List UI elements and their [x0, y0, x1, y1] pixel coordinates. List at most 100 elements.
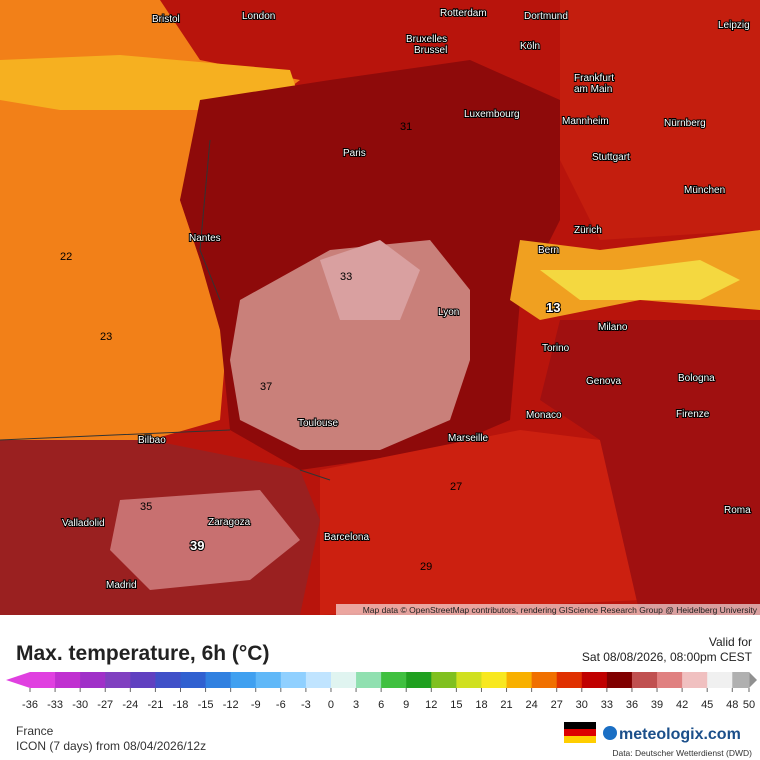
- city-label: am Main: [574, 84, 612, 95]
- city-label: Zaragoza: [208, 517, 251, 528]
- legend-tick-label: -12: [223, 699, 239, 711]
- legend-tick-label: -30: [72, 699, 88, 711]
- city-label: Frankfurt: [574, 73, 614, 84]
- city-label: München: [684, 185, 725, 196]
- map-value: 39: [190, 538, 204, 553]
- legend-tick-label: -3: [301, 699, 311, 711]
- logo-icon: [603, 726, 617, 740]
- legend-tick-label: -36: [22, 699, 38, 711]
- city-label: Barcelona: [324, 532, 369, 543]
- attribution: Map data © OpenStreetMap contributors, r…: [363, 605, 758, 615]
- city-label: Rotterdam: [440, 8, 487, 19]
- legend-tick-label: 18: [475, 699, 487, 711]
- legend-tick-label: -9: [251, 699, 261, 711]
- legend-tick-label: 6: [378, 699, 384, 711]
- legend-tick-label: 27: [551, 699, 563, 711]
- valid-label: Valid for: [709, 635, 752, 649]
- city-label: London: [242, 11, 275, 22]
- legend-tick-label: -24: [122, 699, 138, 711]
- map-value: 22: [60, 251, 72, 263]
- city-label: Zürich: [574, 225, 602, 236]
- legend-swatch: [80, 672, 106, 688]
- legend-swatch: [556, 672, 583, 688]
- legend-swatch: [280, 672, 307, 688]
- legend-swatch: [105, 672, 131, 688]
- legend-tick-label: 45: [701, 699, 713, 711]
- city-label: Brussel: [414, 45, 447, 56]
- source: Data: Deutscher Wetterdienst (DWD): [612, 748, 752, 758]
- city-label: Köln: [520, 41, 540, 52]
- city-label: Bilbao: [138, 435, 166, 446]
- valid-time: Sat 08/08/2026, 08:00pm CEST: [582, 650, 753, 664]
- legend-tick-label: -21: [147, 699, 163, 711]
- city-label: Paris: [343, 148, 366, 159]
- legend-tick-label: 0: [328, 699, 334, 711]
- legend-swatch: [732, 672, 750, 688]
- city-label: Bristol: [152, 14, 180, 25]
- legend-swatch: [130, 672, 156, 688]
- legend-swatch: [230, 672, 257, 688]
- legend-tick-label: 48: [726, 699, 738, 711]
- map-value: 33: [340, 271, 352, 283]
- legend-arrow-left: [6, 672, 30, 688]
- legend-tick-label: -33: [47, 699, 63, 711]
- city-label: Genova: [586, 376, 621, 387]
- map-value: 27: [450, 481, 462, 493]
- city-label: Luxembourg: [464, 109, 520, 120]
- map-value: 23: [100, 331, 112, 343]
- flag: [564, 722, 596, 743]
- legend-swatch: [30, 672, 56, 688]
- legend-tick-label: 15: [450, 699, 462, 711]
- city-label: Nürnberg: [664, 118, 706, 129]
- city-label: Roma: [724, 505, 751, 516]
- map-value: 13: [546, 300, 560, 315]
- legend-tick-label: -6: [276, 699, 286, 711]
- map: Bristol London Rotterdam Dortmund Leipzi…: [0, 0, 760, 615]
- map-value: 35: [140, 501, 152, 513]
- legend-swatch: [531, 672, 558, 688]
- legend-tick-label: 24: [526, 699, 538, 711]
- brand: meteologix.com: [619, 726, 741, 743]
- city-label: Toulouse: [298, 418, 338, 429]
- map-value: 29: [420, 561, 432, 573]
- legend-tick-label: -15: [198, 699, 214, 711]
- region: France: [16, 724, 54, 738]
- city-label: Mannheim: [562, 116, 609, 127]
- legend-swatch: [305, 672, 332, 688]
- legend-tick-label: 21: [500, 699, 512, 711]
- city-label: Firenze: [676, 409, 710, 420]
- city-label: Torino: [542, 343, 570, 354]
- legend-tick-label: -18: [173, 699, 189, 711]
- city-label: Madrid: [106, 580, 137, 591]
- city-label: Marseille: [448, 433, 488, 444]
- legend-swatch: [255, 672, 282, 688]
- legend: -36 -33 -30 -27 -24 -21 -18 -15 -12 -9 -6 -3 0 3 6 9 12 1…: [6, 672, 757, 711]
- legend-tick-label: 9: [403, 699, 409, 711]
- legend-swatch: [205, 672, 232, 688]
- legend-swatch: [606, 672, 633, 688]
- city-label: Leipzig: [718, 20, 750, 31]
- legend-swatch: [406, 672, 432, 688]
- title: Max. temperature, 6h (°C): [16, 642, 269, 665]
- model-run: ICON (7 days) from 08/04/2026/12z: [16, 739, 206, 753]
- city-label: Bern: [538, 245, 559, 256]
- city-label: Bologna: [678, 373, 715, 384]
- legend-tick-label: 33: [601, 699, 613, 711]
- legend-swatch: [631, 672, 658, 688]
- legend-arrow-right: [749, 672, 757, 688]
- legend-swatch: [431, 672, 457, 688]
- legend-swatch: [330, 672, 357, 688]
- map-value: 37: [260, 381, 272, 393]
- legend-swatch: [682, 672, 708, 688]
- city-label: Stuttgart: [592, 152, 630, 163]
- legend-tick-label: 36: [626, 699, 638, 711]
- legend-swatch: [506, 672, 533, 688]
- legend-tick-label: 3: [353, 699, 359, 711]
- legend-tick-label: 30: [576, 699, 588, 711]
- city-label: Milano: [598, 322, 628, 333]
- legend-tick-label: 50: [743, 699, 755, 711]
- legend-tick-label: 42: [676, 699, 688, 711]
- legend-swatch: [456, 672, 482, 688]
- legend-swatch: [55, 672, 81, 688]
